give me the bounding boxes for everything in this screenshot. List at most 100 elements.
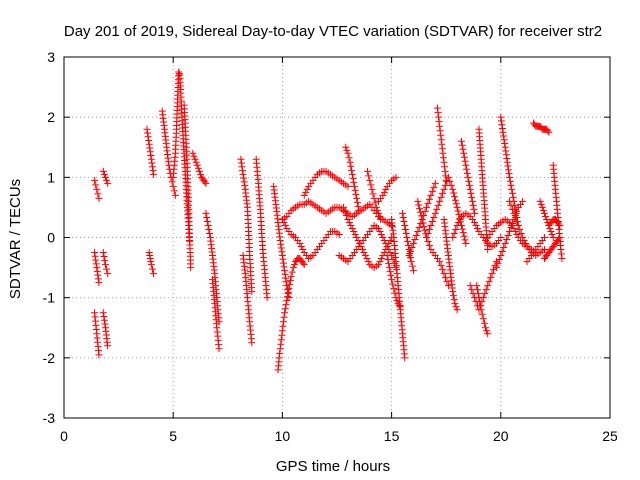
data-point <box>205 225 213 233</box>
data-point <box>484 282 492 290</box>
data-point <box>95 279 103 287</box>
data-point <box>104 270 112 278</box>
data-point <box>442 172 450 180</box>
data-point <box>424 199 432 207</box>
data-point <box>382 246 390 254</box>
data-point <box>283 286 291 294</box>
data-point <box>377 255 385 263</box>
y-tick-label: -1 <box>43 290 56 306</box>
data-point <box>482 286 490 294</box>
data-point <box>187 264 195 272</box>
data-point <box>99 249 107 257</box>
data-point <box>94 190 102 198</box>
x-tick-label: 0 <box>60 428 68 444</box>
data-point <box>450 189 458 197</box>
data-point <box>366 176 374 184</box>
data-point <box>544 127 552 135</box>
data-point <box>284 289 292 297</box>
data-point <box>148 159 156 167</box>
data-point <box>392 173 400 181</box>
data-point <box>374 224 382 232</box>
data-point <box>353 194 361 202</box>
data-point <box>427 191 435 199</box>
data-point <box>237 159 245 167</box>
data-point <box>416 208 424 216</box>
data-point <box>365 172 373 180</box>
data-point <box>440 270 448 278</box>
data-point <box>439 149 447 157</box>
data-point <box>280 218 288 226</box>
data-point <box>279 259 287 267</box>
data-point <box>439 154 447 162</box>
grid-lines <box>64 57 610 418</box>
data-point <box>434 109 442 117</box>
data-point <box>503 236 511 244</box>
data-point <box>382 185 390 193</box>
data-point <box>91 249 99 257</box>
y-tick-label: 3 <box>47 49 55 65</box>
data-point <box>202 209 210 217</box>
data-point <box>203 213 211 221</box>
data-point <box>379 234 387 241</box>
data-point <box>263 294 271 302</box>
data-point <box>99 309 107 317</box>
data-point <box>506 197 514 205</box>
data-point <box>100 316 108 324</box>
data-point <box>363 255 371 263</box>
data-point <box>507 223 515 231</box>
data-point <box>402 229 410 237</box>
data-point <box>190 152 198 160</box>
data-point <box>507 181 515 189</box>
data-point <box>104 342 112 350</box>
data-point <box>195 167 203 175</box>
data-point <box>423 234 431 241</box>
data-point <box>276 345 284 353</box>
data-point <box>278 252 286 260</box>
data-point <box>355 206 363 214</box>
data-point <box>191 155 199 163</box>
data-point <box>285 285 293 293</box>
data-point <box>344 149 352 157</box>
data-point <box>454 207 462 215</box>
data-point <box>343 146 351 154</box>
data-point <box>282 301 290 309</box>
data-point <box>516 225 524 233</box>
data-point <box>423 203 431 211</box>
data-point <box>364 258 372 266</box>
data-point <box>466 185 474 193</box>
data-point <box>549 234 557 241</box>
data-point <box>452 303 460 311</box>
data-point <box>372 203 380 211</box>
data-point <box>447 181 455 189</box>
data-point <box>302 188 310 196</box>
data-point <box>409 240 417 248</box>
data-point <box>383 252 391 260</box>
data-point <box>510 209 518 217</box>
data-point <box>437 131 445 139</box>
data-point <box>94 271 102 279</box>
data-point <box>500 132 508 140</box>
data-point <box>377 215 385 223</box>
data-point <box>453 203 461 211</box>
data-point <box>519 197 527 205</box>
data-point <box>146 144 154 152</box>
data-point <box>99 167 107 175</box>
data-point <box>350 178 358 186</box>
data-point <box>389 280 397 288</box>
data-point <box>290 261 298 269</box>
data-point <box>439 189 447 197</box>
data-point <box>248 288 256 296</box>
data-point <box>401 354 409 362</box>
data-point <box>283 293 291 301</box>
data-point <box>91 252 99 260</box>
data-point <box>104 179 112 187</box>
data-point <box>414 197 422 205</box>
data-point <box>299 259 307 267</box>
data-point <box>296 240 304 248</box>
data-point <box>371 199 379 207</box>
data-point <box>557 250 565 258</box>
data-point <box>514 221 522 229</box>
data-point <box>487 274 495 282</box>
data-point <box>335 230 343 238</box>
data-point <box>492 264 500 272</box>
